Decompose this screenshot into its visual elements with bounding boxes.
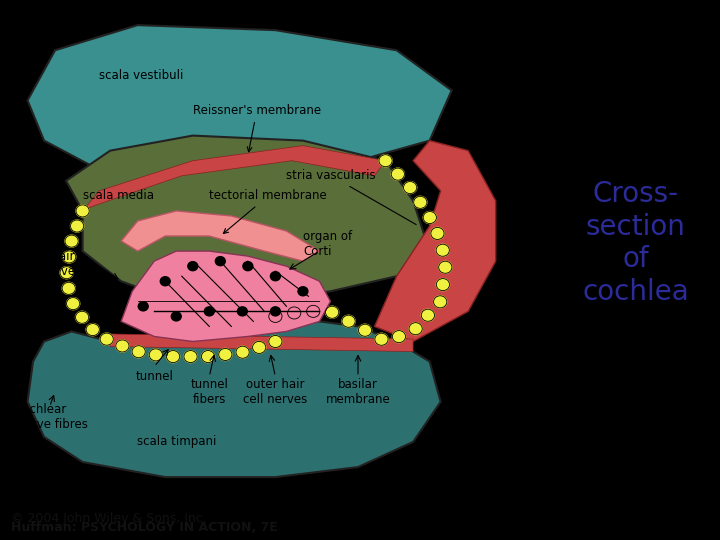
Circle shape xyxy=(66,298,80,309)
Text: scala timpani: scala timpani xyxy=(137,435,216,448)
Circle shape xyxy=(63,251,76,263)
Circle shape xyxy=(202,350,215,362)
Polygon shape xyxy=(110,334,413,352)
Circle shape xyxy=(414,197,427,208)
Circle shape xyxy=(391,168,405,180)
Text: organ of: organ of xyxy=(303,230,352,242)
Circle shape xyxy=(431,227,444,239)
Polygon shape xyxy=(27,321,441,477)
Polygon shape xyxy=(27,25,451,176)
Circle shape xyxy=(219,348,232,361)
Circle shape xyxy=(100,333,113,345)
Polygon shape xyxy=(121,251,330,341)
Circle shape xyxy=(342,315,355,327)
Circle shape xyxy=(243,262,253,271)
Circle shape xyxy=(161,276,170,286)
Circle shape xyxy=(409,323,422,335)
Circle shape xyxy=(215,256,225,266)
Polygon shape xyxy=(374,140,495,341)
Circle shape xyxy=(436,244,449,256)
Circle shape xyxy=(204,307,215,316)
Circle shape xyxy=(421,309,434,321)
Circle shape xyxy=(271,272,280,281)
Text: fibers: fibers xyxy=(193,393,226,406)
Text: tunnel: tunnel xyxy=(135,370,174,383)
Text: scala media: scala media xyxy=(83,190,153,202)
Text: Corti: Corti xyxy=(303,245,331,258)
Circle shape xyxy=(253,341,266,354)
Circle shape xyxy=(132,346,145,357)
Text: Reissner's membrane: Reissner's membrane xyxy=(193,104,321,152)
Circle shape xyxy=(423,212,436,224)
Text: © 2004 John Wiley & Sons, Inc.: © 2004 John Wiley & Sons, Inc. xyxy=(11,512,207,525)
Text: Huffman: PSYCHOLOGY IN ACTION, 7E: Huffman: PSYCHOLOGY IN ACTION, 7E xyxy=(11,521,278,535)
Circle shape xyxy=(149,349,163,361)
Circle shape xyxy=(379,154,392,167)
Text: tunnel: tunnel xyxy=(190,377,228,390)
Text: scala vestibuli: scala vestibuli xyxy=(99,69,184,82)
Circle shape xyxy=(271,307,280,316)
Circle shape xyxy=(76,311,89,323)
Circle shape xyxy=(359,324,372,336)
Circle shape xyxy=(392,330,405,343)
Circle shape xyxy=(238,307,247,316)
Text: inner hair: inner hair xyxy=(17,249,74,262)
Circle shape xyxy=(436,279,449,291)
Text: cochlear: cochlear xyxy=(17,403,67,416)
Circle shape xyxy=(375,333,388,345)
Text: cell nerves: cell nerves xyxy=(17,265,81,278)
Circle shape xyxy=(62,282,76,294)
Polygon shape xyxy=(83,146,386,211)
Circle shape xyxy=(298,287,308,296)
Circle shape xyxy=(116,340,129,352)
Text: tectorial membrane: tectorial membrane xyxy=(210,190,327,233)
Text: nerve fibres: nerve fibres xyxy=(17,418,87,431)
Circle shape xyxy=(287,307,301,319)
Circle shape xyxy=(188,262,198,271)
Circle shape xyxy=(171,312,181,321)
Circle shape xyxy=(60,267,73,279)
Text: outer hair: outer hair xyxy=(246,377,305,390)
Circle shape xyxy=(71,220,84,232)
Circle shape xyxy=(307,305,320,318)
Circle shape xyxy=(86,323,99,336)
Text: cell nerves: cell nerves xyxy=(243,393,307,406)
Text: membrane: membrane xyxy=(325,393,390,406)
Text: basilar: basilar xyxy=(338,377,378,390)
Circle shape xyxy=(184,350,197,362)
Circle shape xyxy=(138,302,148,311)
Polygon shape xyxy=(121,211,320,261)
Circle shape xyxy=(269,310,282,322)
Circle shape xyxy=(433,296,447,308)
Circle shape xyxy=(269,335,282,348)
Circle shape xyxy=(325,306,338,318)
Circle shape xyxy=(403,181,417,194)
Circle shape xyxy=(76,205,89,217)
Circle shape xyxy=(438,261,452,273)
Text: Cross-
section
of
cochlea: Cross- section of cochlea xyxy=(582,180,689,306)
Text: stria vascularis: stria vascularis xyxy=(287,169,416,225)
Circle shape xyxy=(166,350,180,362)
Circle shape xyxy=(65,235,78,247)
Circle shape xyxy=(236,346,249,358)
Polygon shape xyxy=(66,136,430,301)
